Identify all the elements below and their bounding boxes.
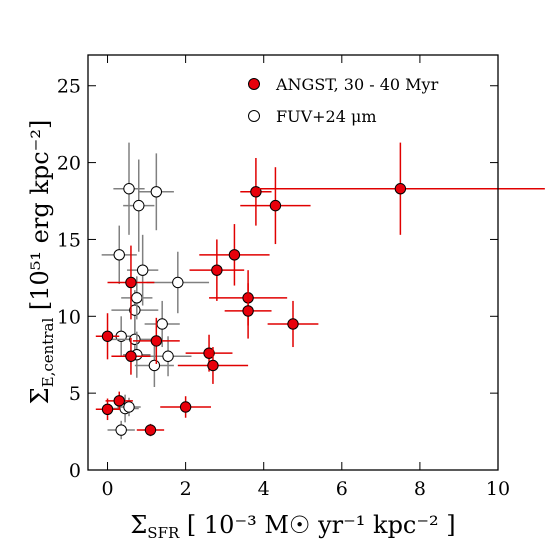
y-tick-label: 20 xyxy=(57,153,81,175)
data-point-fuv xyxy=(144,336,192,377)
x-tick-label: 0 xyxy=(101,478,113,500)
data-point-fuv xyxy=(144,300,180,348)
point-marker xyxy=(101,403,114,415)
data-point-fuv xyxy=(127,234,159,306)
point-marker xyxy=(144,424,157,436)
y-tick-label: 25 xyxy=(57,76,81,98)
legend-marker-fuv xyxy=(248,110,260,122)
data-point-angst xyxy=(132,317,180,364)
data-point-angst xyxy=(107,245,155,320)
legend-label-fuv: FUV+24 μm xyxy=(276,107,377,126)
data-point-angst xyxy=(136,423,165,437)
point-marker xyxy=(228,249,241,261)
x-tick-label: 4 xyxy=(258,478,270,500)
point-marker xyxy=(136,264,149,276)
x-tick-label: 10 xyxy=(486,478,510,500)
point-marker xyxy=(172,276,184,289)
axis-ticks: 0 2 4 6 8 10 0 5 10 15 20 25 xyxy=(57,55,510,500)
point-marker xyxy=(113,395,125,407)
data-point-angst xyxy=(255,142,545,235)
data-point-angst xyxy=(177,347,249,384)
point-marker xyxy=(269,199,282,212)
data-point-angst xyxy=(189,239,245,301)
point-marker xyxy=(115,424,127,436)
y-tick-label: 5 xyxy=(69,383,81,405)
legend-marker-angst xyxy=(248,78,260,90)
point-marker xyxy=(156,318,168,330)
point-marker xyxy=(125,350,137,362)
point-marker xyxy=(101,330,114,342)
point-marker xyxy=(133,199,145,212)
y-tick-label: 10 xyxy=(57,306,81,328)
x-tick-label: 2 xyxy=(180,478,192,500)
plot-area xyxy=(95,142,545,440)
data-point-angst xyxy=(95,313,120,360)
x-axis-label: ΣSFR [ 10⁻³ M☉ yr⁻¹ kpc⁻² ] xyxy=(130,511,455,542)
data-point-angst xyxy=(105,391,133,411)
y-tick-label: 15 xyxy=(57,229,81,251)
data-point-angst xyxy=(95,398,120,421)
point-marker xyxy=(113,249,125,261)
point-marker xyxy=(123,183,135,195)
point-marker xyxy=(287,318,299,330)
data-point-angst xyxy=(240,157,272,226)
plot-frame xyxy=(87,54,499,471)
point-marker xyxy=(394,183,407,195)
y-axis-label: ΣE,central [10⁵¹ erg kpc⁻²] xyxy=(26,120,57,405)
data-point-fuv xyxy=(123,159,155,252)
data-point-angst xyxy=(267,300,319,348)
data-point-fuv xyxy=(113,142,145,235)
point-marker xyxy=(131,292,143,304)
legend-label-angst: ANGST, 30 - 40 Myr xyxy=(275,75,439,94)
y-tick-label: 0 xyxy=(69,460,81,482)
legend: ANGST, 30 - 40 Myr FUV+24 μm xyxy=(248,75,439,126)
point-marker xyxy=(162,350,174,362)
data-point-fuv xyxy=(146,251,210,314)
point-marker xyxy=(242,305,254,317)
point-marker xyxy=(125,276,137,289)
data-point-fuv xyxy=(117,397,141,417)
point-marker xyxy=(179,401,192,413)
point-marker xyxy=(150,335,163,347)
data-point-angst xyxy=(160,396,211,418)
data-point-angst xyxy=(111,337,151,375)
data-point-angst xyxy=(199,224,270,286)
data-point-angst xyxy=(224,283,272,339)
data-point-fuv xyxy=(107,420,135,440)
point-marker xyxy=(211,264,223,276)
point-marker xyxy=(203,347,215,359)
point-marker xyxy=(123,401,135,413)
data-point-angst xyxy=(240,167,311,245)
x-tick-label: 6 xyxy=(336,478,348,500)
point-marker xyxy=(207,359,219,372)
point-marker xyxy=(150,186,163,198)
data-point-fuv xyxy=(138,153,174,231)
point-marker xyxy=(148,359,161,372)
x-tick-label: 8 xyxy=(414,478,426,500)
